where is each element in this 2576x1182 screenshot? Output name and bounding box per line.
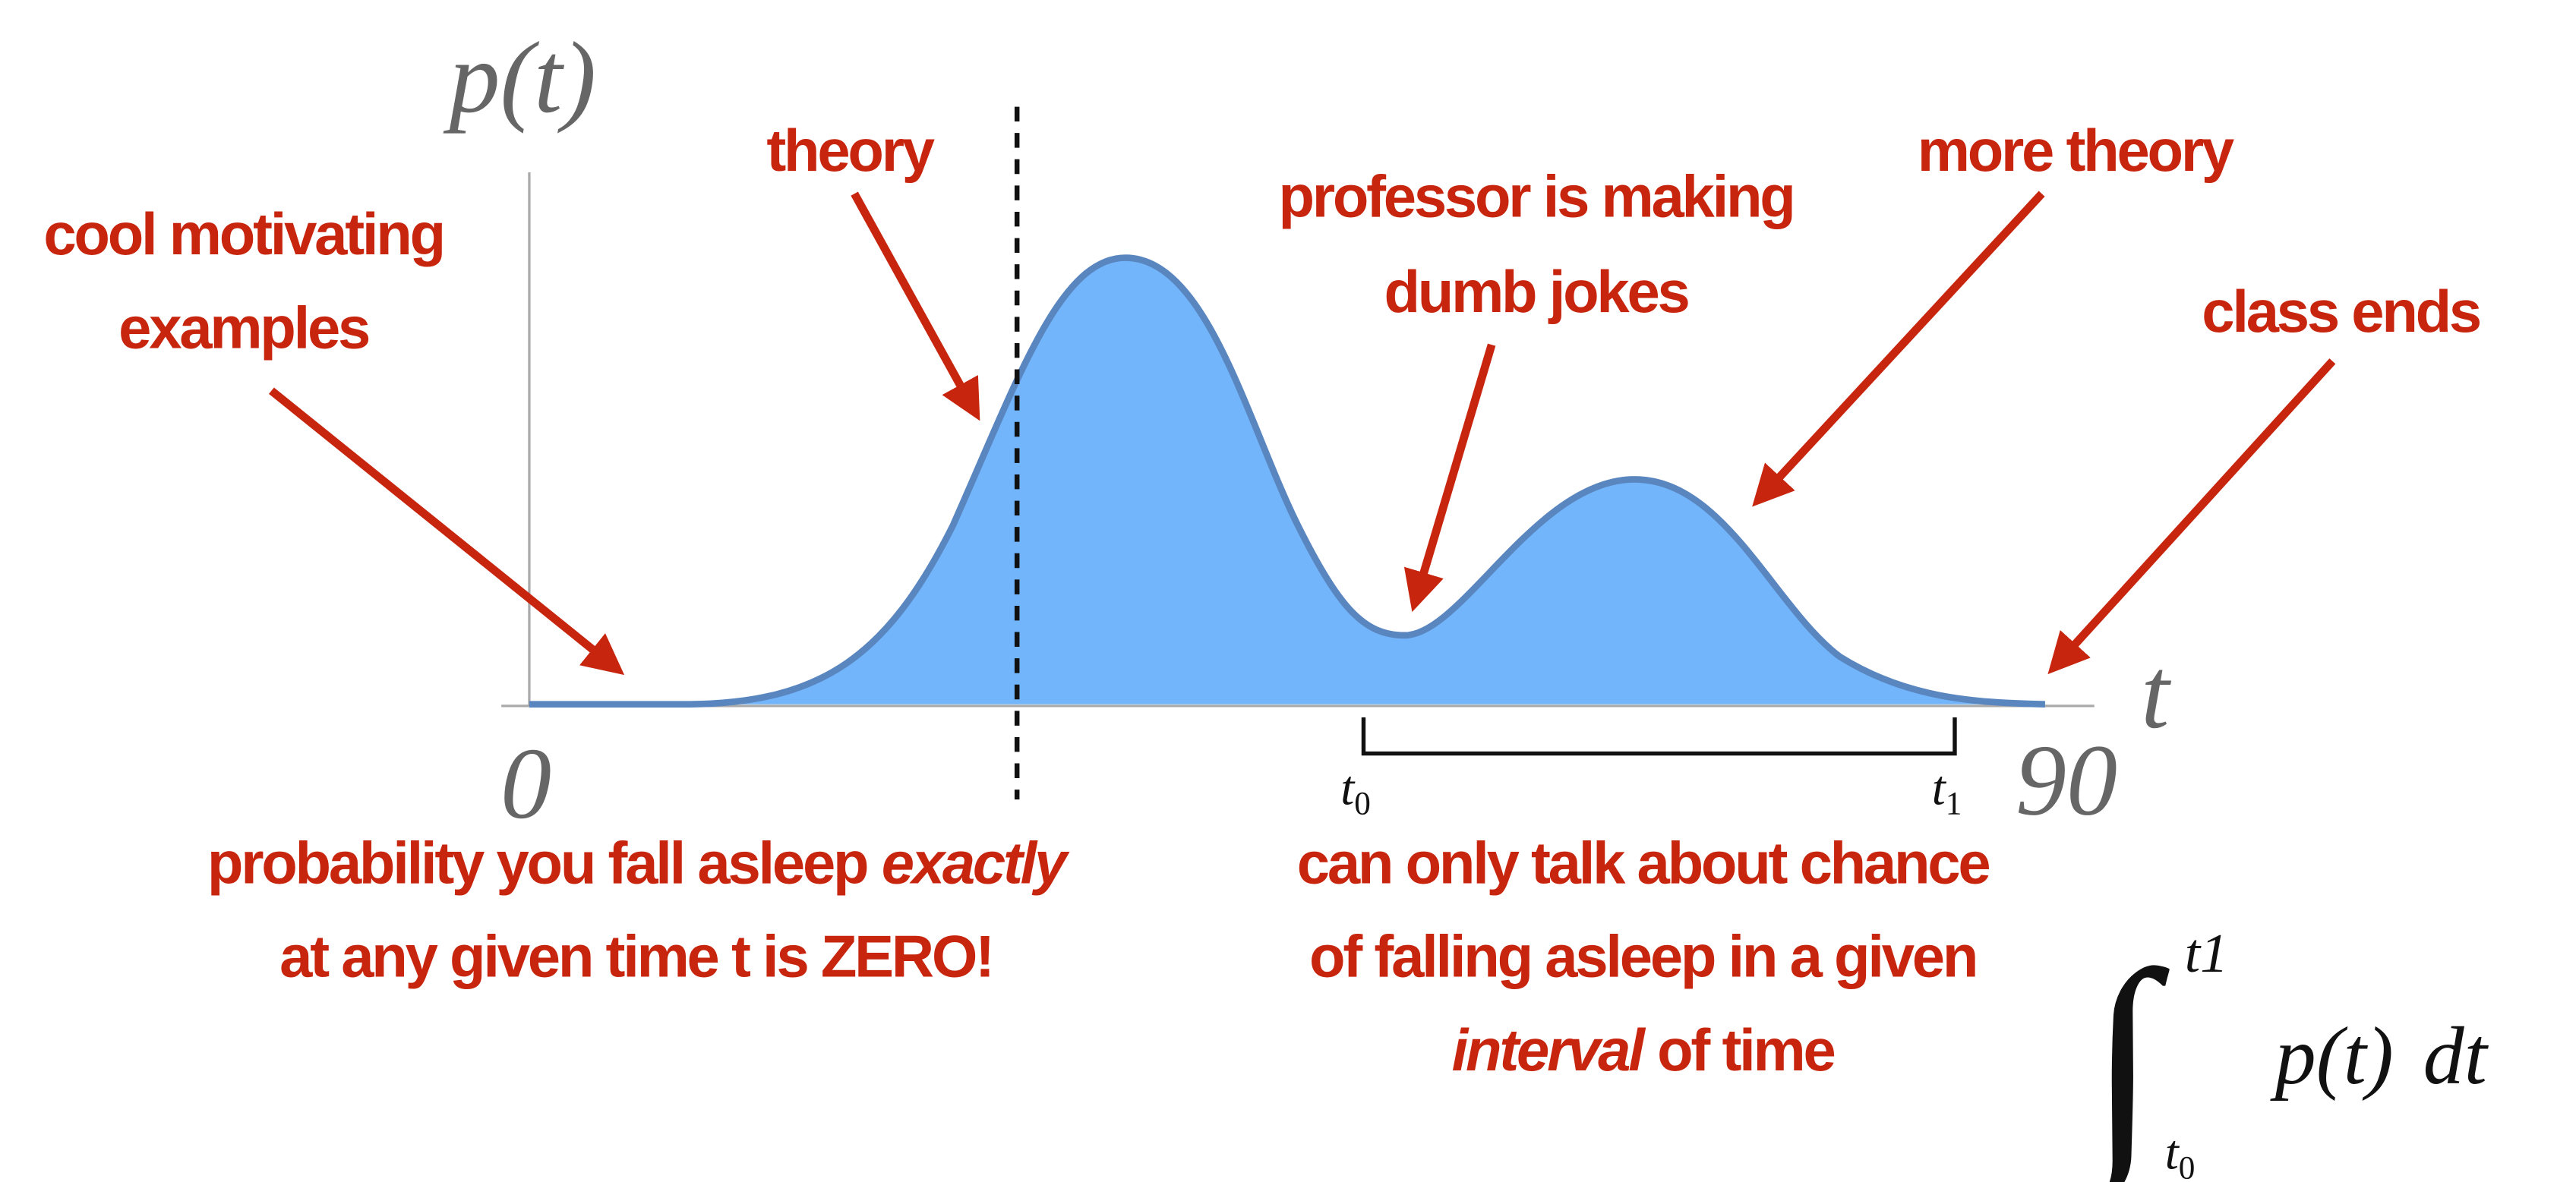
note-left: at any given time t is ZERO! [279, 925, 993, 990]
annotation: dumb jokes [1384, 260, 1688, 325]
annotation: theory [766, 118, 934, 184]
text: of time [1657, 1018, 1834, 1083]
integral-lower: t0 [2165, 1126, 2196, 1182]
integral-sign: ∫ [2074, 922, 2170, 1182]
x-start: 0 [500, 728, 551, 840]
note-right: of falling asleep in a given [1309, 925, 1976, 990]
interval-bracket [1361, 717, 1957, 756]
differential: dt [2423, 1011, 2489, 1102]
t: t [1932, 761, 1947, 816]
density-curve [529, 254, 2046, 708]
sub: 0 [2179, 1150, 2196, 1182]
interval-start: t0 [1340, 761, 1371, 822]
sub: 0 [1354, 786, 1371, 822]
annotation: cool motivating [43, 202, 444, 267]
arrow [1752, 191, 2045, 507]
note-left: probability you fall asleep exactly [207, 831, 1070, 896]
x-label: t [2141, 638, 2171, 750]
arrow [851, 191, 980, 421]
density-area [529, 257, 2045, 704]
arrow [1403, 343, 1496, 613]
x-end: 90 [2016, 725, 2117, 837]
note-right: can only talk about chance [1297, 831, 1990, 896]
t: t [1340, 761, 1356, 816]
note-right: interval of time [1452, 1018, 1835, 1083]
text-italic: interval [1452, 1018, 1646, 1083]
annotation: more theory [1918, 118, 2234, 184]
annotation: examples [118, 295, 369, 361]
interval-end: t1 [1932, 761, 1962, 822]
y-label: p(t) [443, 22, 596, 134]
text: probability you fall asleep [207, 831, 867, 896]
arrow [2047, 358, 2336, 675]
annotation: professor is making [1278, 164, 1793, 229]
integral-upper: t1 [2185, 922, 2228, 984]
text-italic: exactly [882, 831, 1070, 896]
sub: 1 [1946, 786, 1962, 822]
annotation: class ends [2202, 279, 2480, 345]
integrand: p(t) [2270, 1011, 2394, 1102]
arrow [269, 387, 625, 676]
t: t [2165, 1126, 2180, 1180]
integrand: p(t) dt [2270, 1011, 2489, 1102]
